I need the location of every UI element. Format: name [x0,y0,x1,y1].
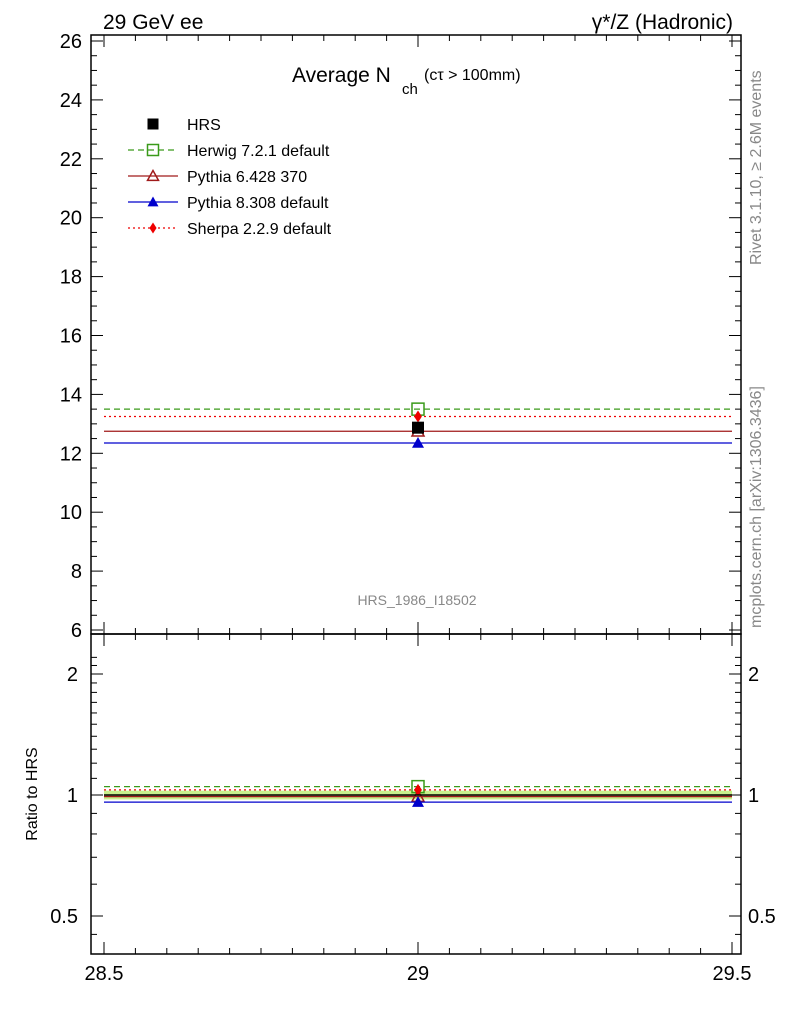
ratio-y-tick-label-right: 0.5 [748,906,776,928]
ratio-panel-ticks [91,634,741,954]
main-panel: 6 8 10 12 14 16 18 20 22 24 26 Average N ch (cτ > … [60,31,742,642]
main-y-tick-labels: 6 8 10 12 14 16 18 20 22 24 26 [60,31,82,642]
chart-title-suffix: (cτ > 100mm) [424,67,521,84]
y-tick-label: 12 [60,443,82,465]
series-marker [412,436,424,448]
y-tick-label: 16 [60,326,82,348]
series-marker [147,196,159,207]
series-marker [414,783,422,796]
series-marker [149,222,157,234]
rivet-version-label: Rivet 3.1.10, ≥ 2.6M events [748,70,765,265]
main-panel-ticks [91,35,741,634]
chart-title-subscript: ch [402,81,418,98]
header-left-label: 29 GeV ee [103,11,203,34]
y-tick-label: 26 [60,31,82,53]
series-marker [146,143,160,157]
mcplots-source-label: mcplots.cern.ch [arXiv:1306.3436] [748,386,765,628]
y-tick-label: 24 [60,90,82,112]
ratio-y-tick-label: 2 [67,664,78,686]
y-tick-label: 22 [60,149,82,171]
ratio-series-group [104,779,732,807]
ratio-y-tick-label-right: 1 [748,785,759,807]
series-marker [412,796,424,807]
x-tick-label: 29.5 [713,963,752,985]
y-tick-label: 10 [60,502,82,524]
legend-label: Pythia 6.428 370 [187,169,307,186]
legend-label: Pythia 8.308 default [187,195,329,212]
y-tick-label: 20 [60,208,82,230]
y-tick-label: 18 [60,267,82,289]
x-tick-label: 28.5 [85,963,124,985]
legend: HRS Herwig 7.2.1 default Pythia 6.428 370 P… [128,117,332,238]
ratio-y-tick-label: 0.5 [50,906,78,928]
ratio-y-tick-labels: 0.5 0.5 1 1 2 2 [50,664,776,928]
legend-item: Herwig 7.2.1 default [128,143,330,160]
ratio-y-tick-label-right: 2 [748,664,759,686]
legend-item: Pythia 6.428 370 [128,168,307,186]
legend-item: Pythia 8.308 default [128,195,329,212]
ratio-panel: 0.5 0.5 1 1 2 2 Ratio to HRS [24,633,776,955]
series-marker [412,421,424,434]
analysis-watermark: HRS_1986_I18502 [357,592,476,608]
main-series-group [104,402,732,448]
header-right-label: γ*/Z (Hadronic) [592,11,733,34]
series-marker [146,168,160,182]
series-marker [414,410,422,423]
chart-title: Average N [292,64,391,87]
ratio-panel-frame [90,633,742,955]
series-marker [147,118,159,130]
y-tick-label: 6 [71,620,82,642]
y-tick-label: 8 [71,561,82,583]
x-tick-label: 29 [407,963,429,985]
legend-item: Sherpa 2.2.9 default [128,221,332,238]
legend-label: Sherpa 2.2.9 default [187,221,332,238]
legend-label: HRS [187,117,221,134]
ratio-y-tick-label: 1 [67,785,78,807]
legend-label: Herwig 7.2.1 default [187,143,330,160]
y-tick-label: 14 [60,384,82,406]
ratio-y-axis-label: Ratio to HRS [24,747,41,840]
legend-item: HRS [147,117,221,134]
x-tick-labels: 28.5 29 29.5 [85,963,752,985]
